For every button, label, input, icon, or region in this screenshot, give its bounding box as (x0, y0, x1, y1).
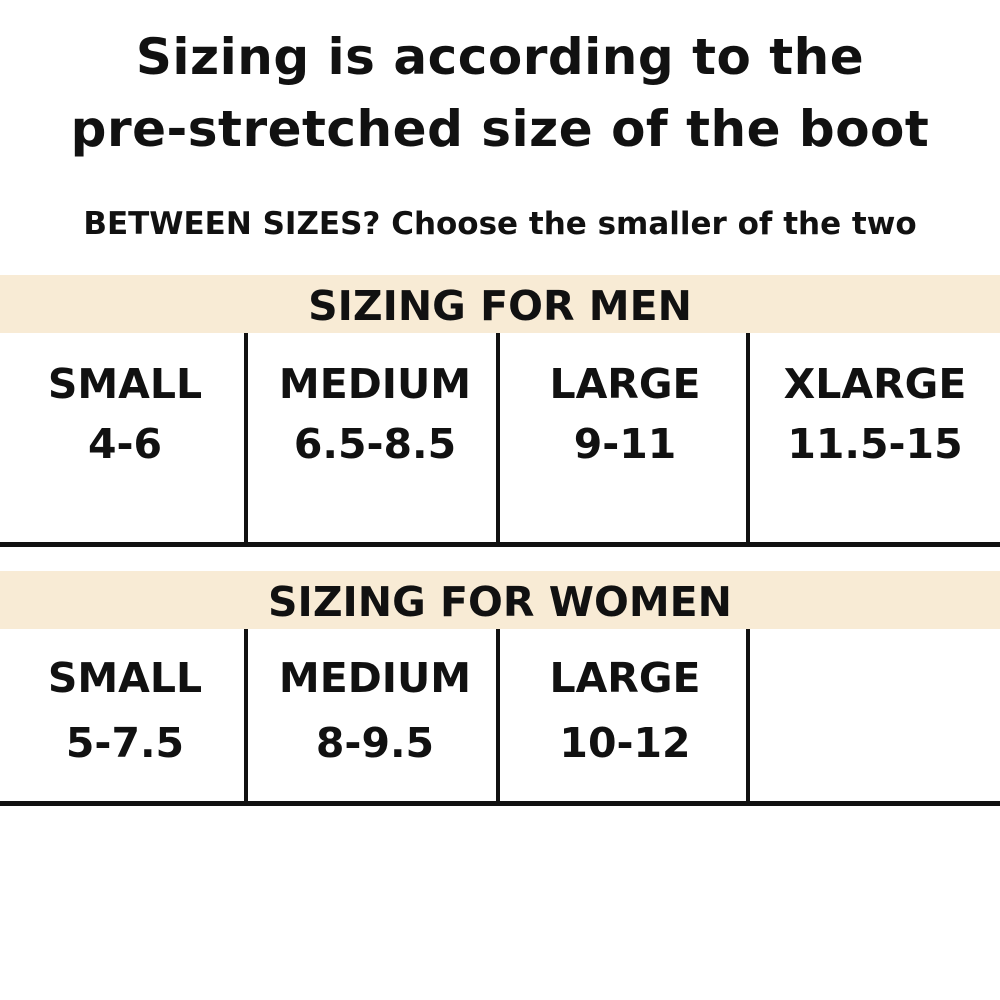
size-name: LARGE (549, 654, 701, 702)
size-range: 9-11 (573, 420, 677, 468)
women-size-row: SMALL 5-7.5 MEDIUM 8-9.5 LARGE 10-12 (0, 629, 1000, 801)
size-name: SMALL (47, 360, 203, 408)
size-range: 4-6 (87, 420, 163, 468)
size-name: XLARGE (783, 360, 967, 408)
size-range: 11.5-15 (787, 420, 963, 468)
column-divider (244, 333, 248, 544)
men-table-bottom-rule (0, 542, 1000, 547)
column-divider (746, 629, 750, 801)
women-size-cell-large: LARGE 10-12 (500, 629, 750, 801)
size-name: SMALL (47, 654, 203, 702)
men-section-title: SIZING FOR MEN (0, 275, 1000, 333)
heading-line-2: pre-stretched size of the boot (70, 100, 930, 158)
size-name: MEDIUM (278, 654, 472, 702)
size-range: 5-7.5 (65, 719, 185, 767)
women-table-bottom-rule (0, 801, 1000, 806)
men-size-cell-xlarge: XLARGE 11.5-15 (750, 333, 1000, 544)
women-section-title: SIZING FOR WOMEN (0, 571, 1000, 629)
heading-line-1: Sizing is according to the (135, 28, 865, 86)
size-name: MEDIUM (278, 360, 472, 408)
men-size-row: SMALL 4-6 MEDIUM 6.5-8.5 LARGE 9-11 XLAR… (0, 333, 1000, 544)
men-size-cell-medium: MEDIUM 6.5-8.5 (250, 333, 500, 544)
men-size-cell-large: LARGE 9-11 (500, 333, 750, 544)
size-range: 8-9.5 (315, 719, 435, 767)
men-size-cell-small: SMALL 4-6 (0, 333, 250, 544)
column-divider (496, 629, 500, 801)
column-divider (244, 629, 248, 801)
size-range: 6.5-8.5 (293, 420, 457, 468)
column-divider (496, 333, 500, 544)
women-size-cell-empty (750, 629, 1000, 801)
between-sizes-note: BETWEEN SIZES? Choose the smaller of the… (83, 206, 917, 242)
size-range: 10-12 (559, 719, 691, 767)
size-name: LARGE (549, 360, 701, 408)
column-divider (746, 333, 750, 544)
women-size-cell-medium: MEDIUM 8-9.5 (250, 629, 500, 801)
women-size-cell-small: SMALL 5-7.5 (0, 629, 250, 801)
